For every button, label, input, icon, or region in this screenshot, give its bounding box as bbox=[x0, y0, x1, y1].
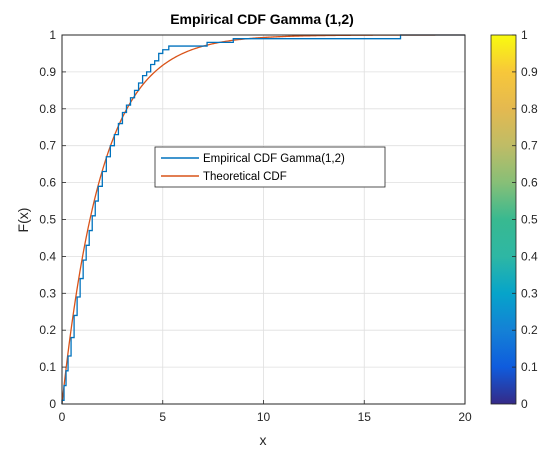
colorbar-tick-label: 0.9 bbox=[521, 65, 538, 79]
colorbar-tick-label: 0 bbox=[521, 397, 528, 411]
y-tick-label: 0.6 bbox=[39, 176, 56, 190]
legend-label-empirical: Empirical CDF Gamma(1,2) bbox=[203, 153, 345, 165]
colorbar bbox=[490, 34, 517, 405]
colorbar-tick-label: 0.1 bbox=[521, 360, 538, 374]
x-tick-label: 15 bbox=[358, 410, 372, 424]
colorbar-tick-label: 0.8 bbox=[521, 102, 538, 116]
y-tick-label: 0.7 bbox=[39, 139, 56, 153]
colorbar-tick-label: 0.7 bbox=[521, 139, 538, 153]
legend: Empirical CDF Gamma(1,2) Theoretical CDF bbox=[154, 146, 386, 188]
y-tick-label: 0.2 bbox=[39, 323, 56, 337]
grid-lines bbox=[61, 34, 466, 405]
y-axis-ticks: 0 0.1 0.2 0.3 0.4 0.5 0.6 0.7 0.8 0.9 1 bbox=[39, 28, 66, 411]
chart-title: Empirical CDF Gamma (1,2) bbox=[170, 11, 354, 27]
colorbar-tick-label: 1 bbox=[521, 28, 528, 42]
y-tick-label: 1 bbox=[49, 28, 56, 42]
colorbar-tick-label: 0.3 bbox=[521, 286, 538, 300]
series-line-empirical bbox=[61, 34, 465, 404]
colorbar-ticks: 0 0.1 0.2 0.3 0.4 0.5 0.6 0.7 0.8 0.9 1 bbox=[512, 28, 538, 411]
colorbar-tick-label: 0.4 bbox=[521, 249, 538, 263]
y-tick-label: 0 bbox=[49, 397, 56, 411]
colorbar-tick-label: 0.2 bbox=[521, 323, 538, 337]
x-tick-label: 0 bbox=[59, 410, 66, 424]
x-tick-label: 10 bbox=[257, 410, 271, 424]
legend-label-theoretical: Theoretical CDF bbox=[203, 171, 287, 183]
y-tick-label: 0.5 bbox=[39, 213, 56, 227]
colorbar-tick-label: 0.6 bbox=[521, 176, 538, 190]
y-tick-label: 0.8 bbox=[39, 102, 56, 116]
colorbar-tick-label: 0.5 bbox=[521, 213, 538, 227]
y-axis-label: F(x) bbox=[15, 208, 31, 233]
y-tick-label: 0.3 bbox=[39, 286, 56, 300]
x-tick-label: 5 bbox=[159, 410, 166, 424]
y-tick-label: 0.9 bbox=[39, 65, 56, 79]
y-tick-label: 0.4 bbox=[39, 249, 56, 263]
x-axis-ticks: 0 5 10 15 20 bbox=[59, 400, 472, 424]
legend-box bbox=[154, 146, 386, 188]
x-axis-label: x bbox=[260, 432, 267, 448]
y-tick-label: 0.1 bbox=[39, 360, 56, 374]
x-tick-label: 20 bbox=[458, 410, 472, 424]
